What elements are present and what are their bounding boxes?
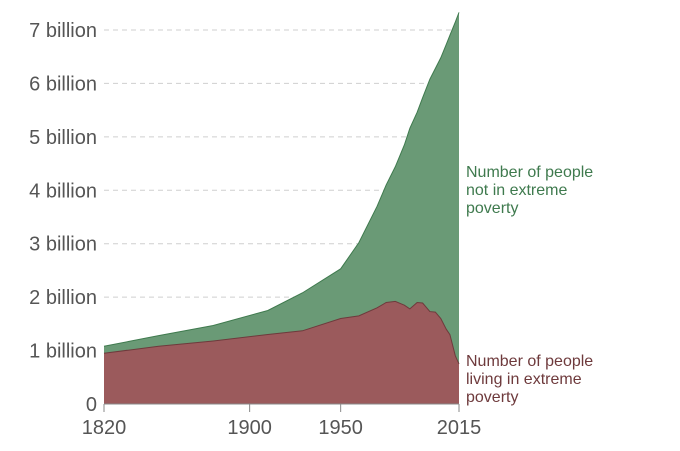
y-tick-label: 7 billion — [29, 20, 97, 42]
y-tick-label: 2 billion — [29, 287, 97, 309]
series-label-line: poverty — [466, 389, 518, 406]
x-tick-label: 1950 — [318, 417, 363, 439]
line-top-not-in-extreme-poverty — [103, 12, 460, 347]
series-label-line: poverty — [466, 200, 518, 217]
series-label-line: living in extreme — [466, 371, 582, 388]
series-label-extreme-poverty: Number of people living in extreme poverty — [466, 353, 593, 406]
series-label-line: not in extreme — [466, 182, 567, 199]
area-layer — [103, 12, 460, 404]
x-tick-label: 2015 — [437, 417, 482, 439]
label-layer: Number of people not in extreme povertyNum… — [466, 164, 593, 406]
y-tick-label: 3 billion — [29, 234, 97, 256]
y-tick-label: 4 billion — [29, 180, 97, 202]
series-label-not-in-extreme-poverty: Number of people not in extreme poverty — [466, 164, 593, 217]
y-tick-label: 1 billion — [29, 341, 97, 363]
line-top-extreme-poverty — [103, 300, 460, 365]
y-tick-label: 0 — [86, 394, 97, 416]
y-tick-label: 5 billion — [29, 127, 97, 149]
series-label-line: Number of people — [466, 164, 593, 181]
area-extreme-poverty — [104, 301, 459, 404]
y-tick-label: 6 billion — [29, 73, 97, 95]
series-label-line: Number of people — [466, 353, 593, 370]
x-tick-label: 1820 — [82, 417, 127, 439]
axis-layer: 0 1 billion 2 billion 3 billion 4 billion 5 b… — [29, 20, 481, 439]
x-tick-label: 1900 — [227, 417, 272, 439]
area-not-in-extreme-poverty — [104, 12, 459, 364]
